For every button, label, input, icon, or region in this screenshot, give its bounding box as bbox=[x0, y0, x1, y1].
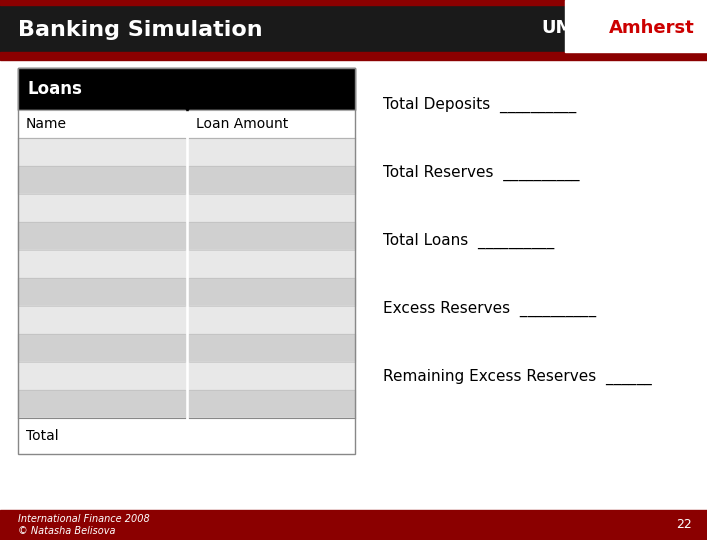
Bar bbox=[189, 390, 356, 418]
Text: Banking Simulation: Banking Simulation bbox=[18, 20, 262, 40]
Bar bbox=[18, 334, 184, 362]
Bar bbox=[0, 0, 707, 5]
Bar bbox=[189, 334, 356, 362]
Text: Loan Amount: Loan Amount bbox=[197, 117, 289, 131]
Text: Loans: Loans bbox=[27, 80, 82, 98]
Bar bbox=[0, 510, 707, 540]
Bar bbox=[189, 138, 356, 166]
Bar bbox=[189, 418, 356, 454]
Bar bbox=[0, 52, 707, 60]
Text: Amherst: Amherst bbox=[609, 19, 695, 37]
Text: © Natasha Belisova: © Natasha Belisova bbox=[18, 526, 115, 536]
Bar bbox=[189, 278, 356, 306]
Bar bbox=[18, 166, 184, 194]
Text: Name: Name bbox=[25, 117, 66, 131]
Bar bbox=[18, 194, 184, 222]
Text: UMass: UMass bbox=[541, 19, 607, 37]
Text: Total: Total bbox=[25, 429, 58, 443]
Bar bbox=[18, 306, 184, 334]
Bar bbox=[0, 0, 707, 52]
Text: Excess Reserves  __________: Excess Reserves __________ bbox=[383, 301, 596, 317]
Bar bbox=[18, 362, 184, 390]
Bar bbox=[189, 250, 356, 278]
Bar bbox=[18, 68, 356, 110]
Bar bbox=[18, 110, 184, 138]
Bar bbox=[189, 306, 356, 334]
Bar bbox=[189, 194, 356, 222]
Bar bbox=[18, 222, 184, 250]
Bar bbox=[189, 110, 356, 138]
Text: 22: 22 bbox=[677, 518, 692, 531]
Text: International Finance 2008: International Finance 2008 bbox=[18, 514, 150, 524]
Bar bbox=[18, 138, 184, 166]
Text: Remaining Excess Reserves  ______: Remaining Excess Reserves ______ bbox=[383, 369, 652, 385]
Bar bbox=[189, 362, 356, 390]
Bar bbox=[18, 68, 356, 454]
Text: Total Reserves  __________: Total Reserves __________ bbox=[383, 165, 580, 181]
Bar bbox=[189, 166, 356, 194]
Bar bbox=[18, 250, 184, 278]
Bar bbox=[18, 278, 184, 306]
Bar bbox=[18, 390, 184, 418]
Bar bbox=[564, 0, 707, 52]
Text: Total Deposits  __________: Total Deposits __________ bbox=[383, 97, 576, 113]
Bar bbox=[18, 418, 184, 454]
Text: Total Loans  __________: Total Loans __________ bbox=[383, 233, 554, 249]
Bar bbox=[189, 222, 356, 250]
